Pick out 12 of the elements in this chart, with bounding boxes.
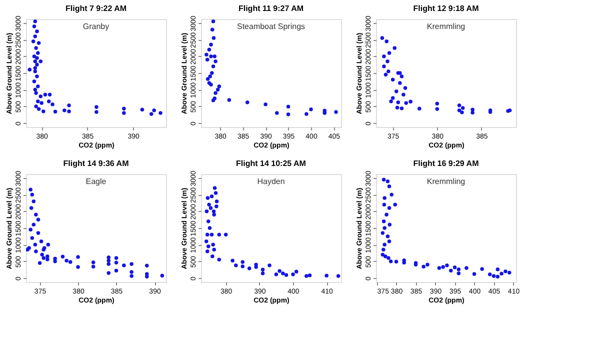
annotation: Kremmling xyxy=(426,22,466,31)
chart-title: Flight 14 9:36 AM xyxy=(63,159,130,168)
annotation: Hayden xyxy=(257,177,285,186)
chart-title: Flight 16 9:29 AM xyxy=(413,159,480,168)
annotation: Steamboat Springs xyxy=(236,22,306,31)
annotation: Kremmling xyxy=(426,177,466,186)
annotation: Granby xyxy=(82,22,110,31)
chart-title: Flight 11 9:27 AM xyxy=(238,4,304,14)
chart-title: Flight 14 10:25 AM xyxy=(236,159,306,168)
annotation: Eagle xyxy=(86,177,107,186)
chart-title: Flight 7 9:22 AM xyxy=(65,4,127,14)
chart-title: Flight 12 9:18 AM xyxy=(413,4,480,14)
